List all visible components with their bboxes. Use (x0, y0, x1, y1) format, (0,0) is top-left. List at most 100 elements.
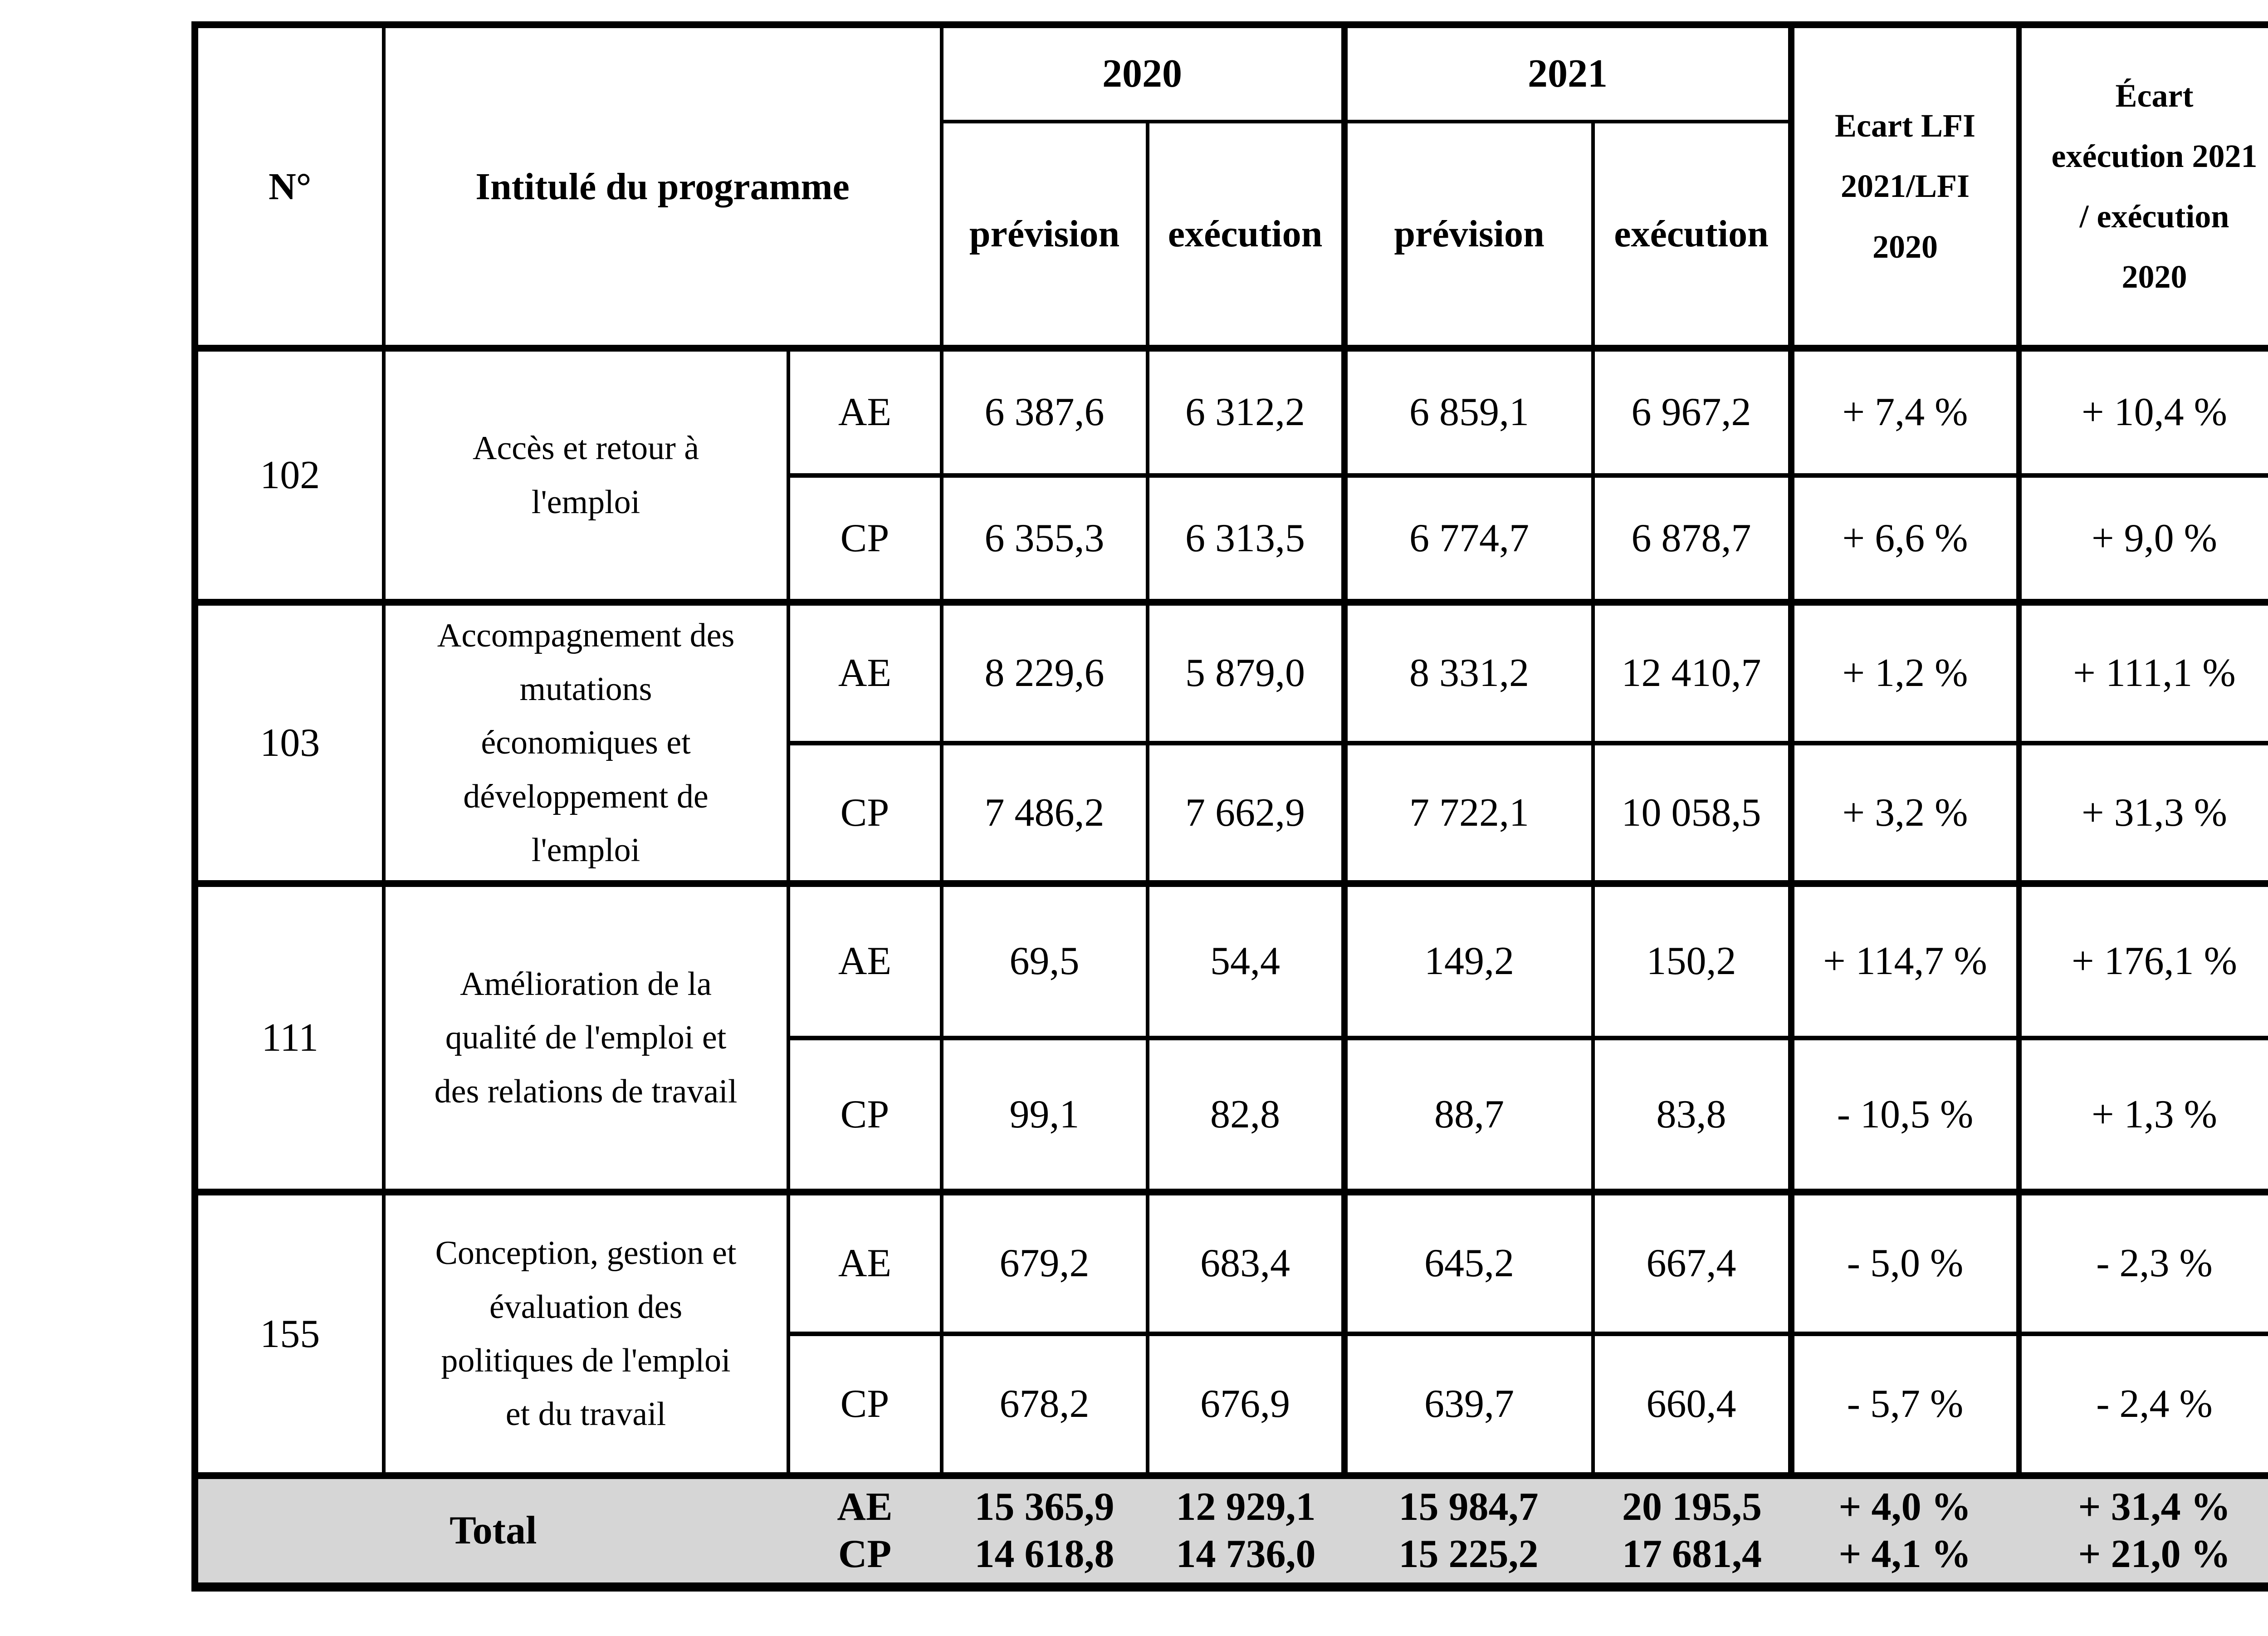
program-title: Accompagnement des mutations économiques… (381, 600, 790, 887)
total-ae-prevision-2020: 15 365,9 (974, 1484, 1114, 1529)
cell-102-ae-ecart-lfi: + 7,4 % (1788, 346, 2021, 478)
cell-102-cp-prevision-2020: 6 355,3 (939, 473, 1149, 606)
cell-103-ae-ecart-execution: + 111,1 % (2016, 600, 2268, 745)
program-title: Conception, gestion et évaluation des po… (381, 1190, 790, 1479)
cell-103-cp-ecart-lfi: + 3,2 % (1788, 741, 2021, 887)
cell-111-ae-ecart-execution: + 176,1 % (2016, 882, 2268, 1040)
row-111-ae: 111 Amélioration de la qualité de l'empl… (193, 882, 2268, 1195)
total-row: Total AE CP 15 365,9 14 618,8 12 929,1 1… (195, 1472, 2268, 1592)
budget-table: N° Intitulé du programme 2020 2021 Ecart… (191, 21, 2268, 1592)
program-number: 155 (193, 1190, 386, 1479)
cell-155-ae-execution-2021: 667,4 (1591, 1190, 1793, 1336)
cell-103-cp-execution-2020: 7 662,9 (1145, 741, 1346, 887)
row-102-ae: 102 Accès et retour à l'emploi AE 6 387,… (193, 346, 2268, 606)
cell-102-cp-execution-2021: 6 878,7 (1591, 473, 1793, 606)
cell-155-cp-execution-2020: 676,9 (1145, 1332, 1346, 1479)
total-cp-ecart-lfi: + 4,1 % (1838, 1532, 1971, 1576)
row-155-cp: CP 678,2 676,9 639,7 660,4 - 5,7 % - 2,4… (195, 1332, 2268, 1479)
row-103-ae: 103 Accompagnement des mutations économi… (193, 600, 2268, 887)
header-year-2021: 2021 (1341, 23, 1793, 123)
cell-111-ae-execution-2021: 150,2 (1591, 882, 1793, 1040)
total-ae-prevision-2021: 15 984,7 (1398, 1484, 1539, 1529)
total-ae-execution-2020: 12 929,1 (1176, 1484, 1316, 1529)
header-row-years: N° Intitulé du programme 2020 2021 Ecart… (193, 23, 2268, 352)
cell-103-cp-ecart-execution: + 31,3 % (2016, 741, 2268, 887)
cp-label: CP (786, 741, 943, 887)
program-number: 111 (193, 882, 386, 1195)
header-row-subcolumns: prévision exécution prévision exécution (195, 119, 2268, 352)
total-prevision-2021: 15 984,7 15 225,2 (1344, 1472, 1593, 1592)
cell-111-ae-prevision-2020: 69,5 (939, 882, 1149, 1040)
cell-155-ae-prevision-2020: 679,2 (939, 1190, 1149, 1336)
total-ecart-execution: + 31,4 % + 21,0 % (2019, 1472, 2268, 1592)
header-prevision-2021: prévision (1341, 119, 1595, 352)
cell-102-ae-prevision-2021: 6 859,1 (1341, 346, 1595, 478)
total-cp-execution-2021: 17 681,4 (1622, 1532, 1762, 1576)
total-cp-ecart-execution: + 21,0 % (2078, 1532, 2231, 1576)
cell-155-ae-execution-2020: 683,4 (1145, 1190, 1346, 1336)
ae-label: AE (786, 882, 943, 1040)
cell-103-cp-prevision-2021: 7 722,1 (1341, 741, 1595, 887)
cell-111-cp-ecart-lfi: - 10,5 % (1788, 1036, 2021, 1195)
cell-103-ae-execution-2020: 5 879,0 (1145, 600, 1346, 745)
total-ae-ecart-execution: + 31,4 % (2078, 1484, 2231, 1529)
cell-103-ae-prevision-2020: 8 229,6 (939, 600, 1149, 745)
header-prevision-2020: prévision (939, 119, 1149, 352)
total-cp-label: CP (838, 1532, 892, 1576)
cp-label: CP (786, 473, 943, 606)
cell-155-ae-prevision-2021: 645,2 (1341, 1190, 1595, 1336)
cell-155-ae-ecart-lfi: - 5,0 % (1788, 1190, 2021, 1336)
row-103-cp: CP 7 486,2 7 662,9 7 722,1 10 058,5 + 3,… (195, 741, 2268, 887)
header-col-program: Intitulé du programme (381, 23, 943, 352)
cell-111-cp-prevision-2020: 99,1 (939, 1036, 1149, 1195)
cell-111-cp-execution-2020: 82,8 (1145, 1036, 1346, 1195)
header-col-number: N° (193, 23, 386, 352)
total-cp-prevision-2020: 14 618,8 (974, 1532, 1114, 1576)
cell-111-cp-execution-2021: 83,8 (1591, 1036, 1793, 1195)
ae-label: AE (786, 1190, 943, 1336)
cp-label: CP (786, 1332, 943, 1479)
cell-111-cp-ecart-execution: + 1,3 % (2016, 1036, 2268, 1195)
cell-103-ae-prevision-2021: 8 331,2 (1341, 600, 1595, 745)
cell-111-ae-ecart-lfi: + 114,7 % (1788, 882, 2021, 1040)
total-ae-label: AE (837, 1484, 893, 1529)
cell-155-cp-ecart-execution: - 2,4 % (2016, 1332, 2268, 1479)
cell-102-cp-execution-2020: 6 313,5 (1145, 473, 1346, 606)
row-155-ae: 155 Conception, gestion et évaluation de… (193, 1190, 2268, 1479)
cell-102-ae-execution-2020: 6 312,2 (1145, 346, 1346, 478)
ae-label: AE (786, 600, 943, 745)
cp-label: CP (786, 1036, 943, 1195)
cell-155-cp-ecart-lfi: - 5,7 % (1788, 1332, 2021, 1479)
ae-label: AE (786, 346, 943, 478)
header-execution-2020: exécution (1145, 119, 1346, 352)
cell-102-ae-prevision-2020: 6 387,6 (939, 346, 1149, 478)
cell-102-cp-ecart-lfi: + 6,6 % (1788, 473, 2021, 606)
total-prevision-2020: 15 365,9 14 618,8 (941, 1472, 1148, 1592)
cell-111-ae-prevision-2021: 149,2 (1341, 882, 1595, 1040)
cell-102-cp-ecart-execution: + 9,0 % (2016, 473, 2268, 606)
cell-155-ae-ecart-execution: - 2,3 % (2016, 1190, 2268, 1336)
total-ae-ecart-lfi: + 4,0 % (1838, 1484, 1971, 1529)
total-cp-prevision-2021: 15 225,2 (1398, 1532, 1539, 1576)
cell-111-ae-execution-2020: 54,4 (1145, 882, 1346, 1040)
cell-155-cp-prevision-2021: 639,7 (1341, 1332, 1595, 1479)
program-number: 103 (193, 600, 386, 887)
cell-155-cp-execution-2021: 660,4 (1591, 1332, 1793, 1479)
total-execution-2021: 20 195,5 17 681,4 (1593, 1472, 1791, 1592)
row-102-cp: CP 6 355,3 6 313,5 6 774,7 6 878,7 + 6,6… (195, 473, 2268, 606)
cell-111-cp-prevision-2021: 88,7 (1341, 1036, 1595, 1195)
total-cp-execution-2020: 14 736,0 (1176, 1532, 1316, 1576)
program-title: Accès et retour à l'emploi (381, 346, 790, 606)
header-ecart-lfi: Ecart LFI 2021/LFI 2020 (1788, 23, 2021, 352)
program-title: Amélioration de la qualité de l'emploi e… (381, 882, 790, 1195)
total-label: Total (195, 1472, 788, 1592)
header-execution-2021: exécution (1591, 119, 1793, 352)
cell-102-ae-ecart-execution: + 10,4 % (2016, 346, 2268, 478)
cell-102-cp-prevision-2021: 6 774,7 (1341, 473, 1595, 606)
total-execution-2020: 12 929,1 14 736,0 (1147, 1472, 1344, 1592)
cell-103-cp-prevision-2020: 7 486,2 (939, 741, 1149, 887)
cell-155-cp-prevision-2020: 678,2 (939, 1332, 1149, 1479)
header-ecart-execution: Écart exécution 2021 / exécution 2020 (2016, 23, 2268, 352)
cell-103-ae-ecart-lfi: + 1,2 % (1788, 600, 2021, 745)
